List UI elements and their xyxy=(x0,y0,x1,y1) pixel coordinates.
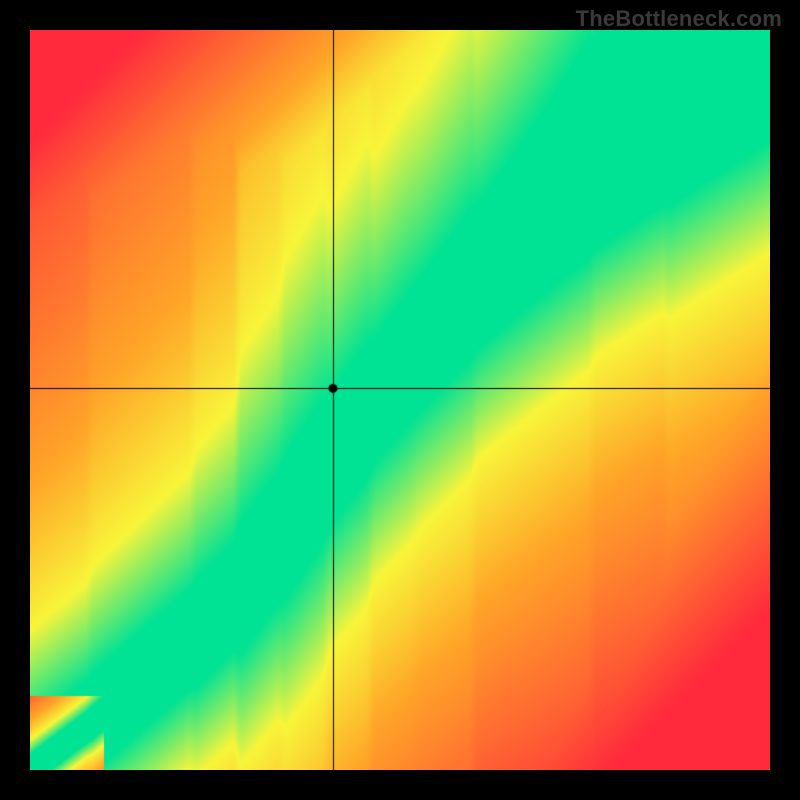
bottleneck-heatmap xyxy=(30,30,770,770)
chart-container: TheBottleneck.com xyxy=(0,0,800,800)
watermark: TheBottleneck.com xyxy=(576,6,782,32)
